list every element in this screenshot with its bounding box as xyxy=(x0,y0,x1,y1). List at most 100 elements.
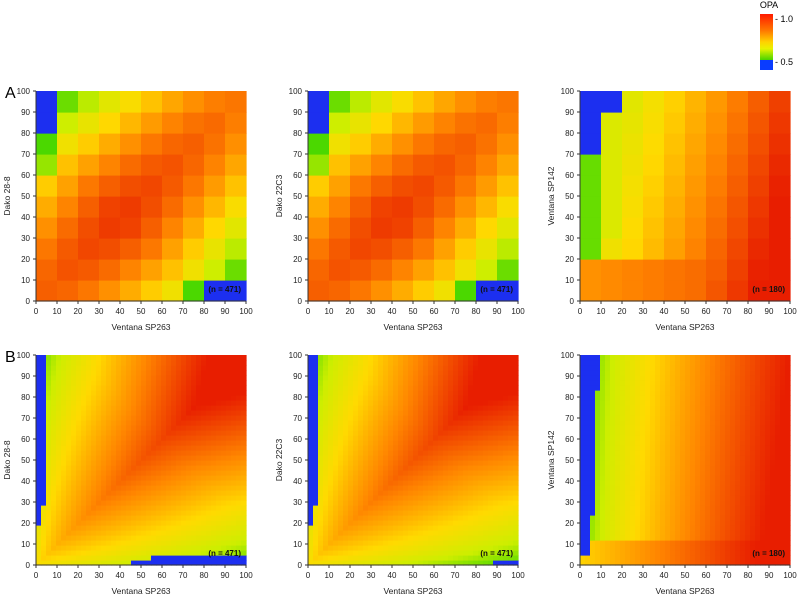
heatmap-cell xyxy=(645,450,651,456)
heatmap-cell xyxy=(605,380,611,386)
heatmap-cell xyxy=(76,495,82,501)
heatmap-cell xyxy=(453,520,459,526)
heatmap-cell xyxy=(595,375,601,381)
heatmap-cell xyxy=(56,505,62,511)
heatmap-cell xyxy=(226,365,232,371)
heatmap-cell xyxy=(378,505,384,511)
heatmap-cell xyxy=(329,112,351,134)
heatmap-cell xyxy=(488,450,494,456)
heatmap-cell xyxy=(57,259,79,281)
heatmap-cell xyxy=(333,510,339,516)
heatmap-cell xyxy=(181,445,187,451)
heatmap-cell xyxy=(101,365,107,371)
heatmap-cell xyxy=(388,460,394,466)
heatmap-cell xyxy=(655,445,661,451)
heatmap-cell xyxy=(665,465,671,471)
heatmap-cell xyxy=(418,460,424,466)
heatmap-cell xyxy=(423,385,429,391)
heatmap-cell xyxy=(146,430,152,436)
heatmap-cell xyxy=(121,410,127,416)
heatmap-cell xyxy=(161,375,167,381)
heatmap-cell xyxy=(353,520,359,526)
heatmap-cell xyxy=(91,550,97,556)
heatmap-cell xyxy=(434,133,456,155)
y-tick-label: 50 xyxy=(565,192,574,201)
heatmap-cell xyxy=(393,450,399,456)
heatmap-cell xyxy=(156,490,162,496)
heatmap-cell xyxy=(96,455,102,461)
x-axis-label: Ventana SP263 xyxy=(383,322,442,332)
heatmap-cell xyxy=(191,455,197,461)
heatmap-cell xyxy=(96,485,102,491)
heatmap-cell xyxy=(769,217,791,239)
heatmap-cell xyxy=(71,420,77,426)
heatmap-cell xyxy=(680,440,686,446)
heatmap-cell xyxy=(166,365,172,371)
heatmap-cell xyxy=(453,480,459,486)
heatmap-cell xyxy=(378,435,384,441)
heatmap-cell xyxy=(458,540,464,546)
heatmap-cell xyxy=(221,430,227,436)
heatmap-cell xyxy=(630,465,636,471)
heatmap-cell xyxy=(433,420,439,426)
heatmap-cell xyxy=(615,390,621,396)
heatmap-cell xyxy=(226,390,232,396)
heatmap-cell xyxy=(171,435,177,441)
heatmap-cell xyxy=(769,112,791,134)
heatmap-cell xyxy=(585,515,591,521)
heatmap-cell xyxy=(323,400,329,406)
heatmap-cell xyxy=(590,365,596,371)
heatmap-cell xyxy=(76,430,82,436)
heatmap-cell xyxy=(318,550,324,556)
heatmap-cell xyxy=(156,515,162,521)
heatmap-cell xyxy=(308,555,314,561)
heatmap-cell xyxy=(111,500,117,506)
heatmap-cell xyxy=(680,370,686,376)
heatmap-cell xyxy=(186,485,192,491)
heatmap-cell xyxy=(650,355,656,361)
heatmap-cell xyxy=(463,470,469,476)
heatmap-cell xyxy=(323,535,329,541)
heatmap-cell xyxy=(196,440,202,446)
heatmap-cell xyxy=(181,365,187,371)
heatmap-cell xyxy=(41,505,47,511)
heatmap-cell xyxy=(645,525,651,531)
heatmap-cell xyxy=(393,385,399,391)
heatmap-cell xyxy=(605,415,611,421)
heatmap-cell xyxy=(468,465,474,471)
heatmap-cell xyxy=(635,410,641,416)
heatmap-cell xyxy=(675,420,681,426)
heatmap-cell xyxy=(141,445,147,451)
heatmap-cell xyxy=(585,485,591,491)
heatmap-cell xyxy=(196,475,202,481)
heatmap-cell xyxy=(453,435,459,441)
heatmap-cell xyxy=(398,355,404,361)
heatmap-cell xyxy=(615,375,621,381)
heatmap-cell xyxy=(605,460,611,466)
heatmap-cell xyxy=(610,460,616,466)
heatmap-cell xyxy=(388,365,394,371)
heatmap-cell xyxy=(635,395,641,401)
heatmap-cell xyxy=(458,495,464,501)
heatmap-cell xyxy=(670,470,676,476)
heatmap-cell xyxy=(181,505,187,511)
heatmap-cell xyxy=(438,365,444,371)
heatmap-cell xyxy=(393,355,399,361)
heatmap-cell xyxy=(665,400,671,406)
heatmap-cell xyxy=(183,259,205,281)
heatmap-cell xyxy=(126,530,132,536)
heatmap-cell xyxy=(106,395,112,401)
heatmap-cell xyxy=(620,380,626,386)
heatmap-cell xyxy=(206,545,212,551)
heatmap-cell xyxy=(308,430,314,436)
heatmap-cell xyxy=(323,505,329,511)
heatmap-cell xyxy=(675,405,681,411)
heatmap-cell xyxy=(333,375,339,381)
heatmap-cell xyxy=(318,440,324,446)
heatmap-cell xyxy=(610,450,616,456)
heatmap-cell xyxy=(392,175,414,197)
heatmap-cell xyxy=(478,505,484,511)
heatmap-cell xyxy=(453,415,459,421)
y-tick-label: 90 xyxy=(293,108,302,117)
heatmap-cell xyxy=(211,510,217,516)
